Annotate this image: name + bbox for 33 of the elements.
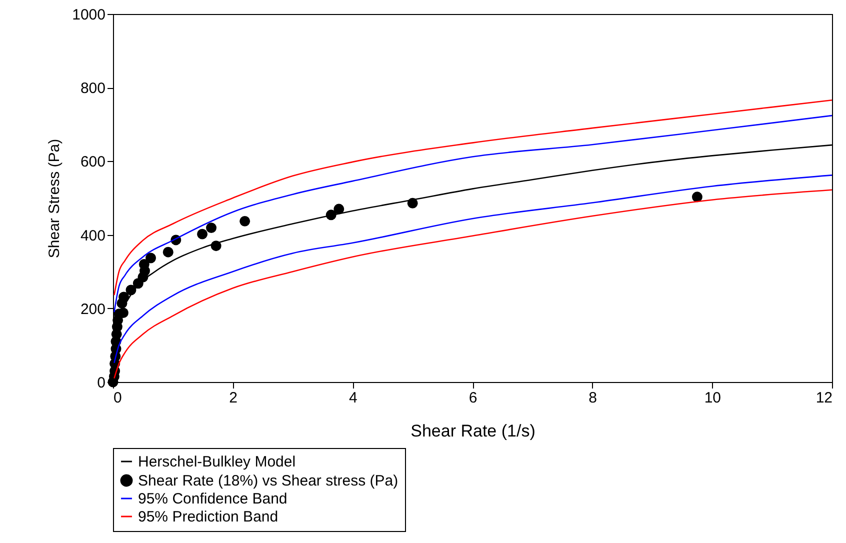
x-tick-label: 12 (816, 390, 832, 406)
legend-label: 95% Prediction Band (138, 508, 278, 526)
point (138, 259, 150, 270)
legend-label: 95% Confidence Band (138, 490, 288, 508)
legend-label: Herschel-Bulkley Model (138, 454, 296, 470)
point (692, 192, 702, 202)
legend-label: Shear Rate (18%) vs Shear stress (Pa) (138, 472, 398, 490)
y-tick-label: 200 (80, 300, 106, 318)
x-tick-label: 4 (348, 390, 358, 406)
y-tick-label: 600 (80, 154, 106, 171)
point (407, 198, 418, 208)
y-tick-label: 800 (80, 80, 106, 98)
point (162, 246, 174, 258)
y-tick-label: 400 (80, 227, 106, 244)
point (334, 204, 344, 214)
point (146, 252, 156, 264)
x-tick-label: 10 (704, 390, 722, 406)
point (126, 284, 136, 296)
x-tick-label: 2 (229, 390, 238, 406)
x-tick-label: 0 (114, 390, 122, 406)
y-tick-label: 0 (97, 374, 106, 392)
point (240, 216, 250, 226)
x-tick-label: 6 (468, 390, 478, 406)
point (326, 210, 336, 220)
point (197, 228, 208, 240)
line-series (114, 99, 833, 296)
x-axis-title: Shear Rate (1/s) (410, 422, 536, 440)
y-tick-label: 1000 (72, 6, 106, 24)
point (206, 222, 217, 234)
point (118, 292, 130, 302)
y-axis-title: Shear Stress (Pa) (46, 138, 64, 258)
point (210, 240, 222, 252)
x-tick-label: 8 (588, 390, 598, 406)
